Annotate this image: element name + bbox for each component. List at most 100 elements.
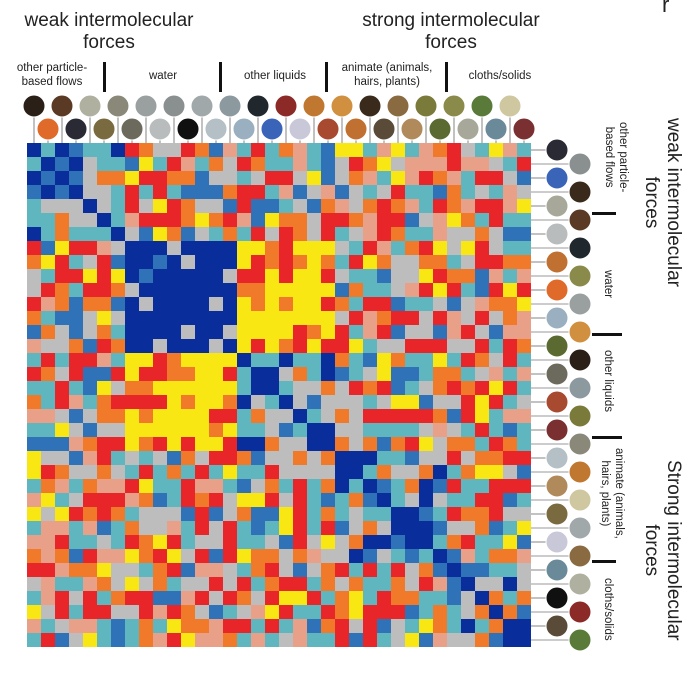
heatmap-cell [489,395,503,409]
heatmap-cell [97,465,111,479]
heatmap-cell [377,143,391,157]
heatmap-cell [293,171,307,185]
heatmap-cell [209,311,223,325]
heatmap-cell [349,521,363,535]
heatmap-cell [461,367,475,381]
heatmap-cell [335,493,349,507]
right-weak-title-line1: weak intermolecular [663,118,684,287]
heatmap-cell [153,283,167,297]
heatmap-cell [69,325,83,339]
heatmap-cell [69,185,83,199]
heatmap-cell [251,395,265,409]
heatmap-cell [167,381,181,395]
heatmap-cell [503,507,517,521]
heatmap-cell [83,171,97,185]
heatmap-cell [447,241,461,255]
heatmap-cell [489,577,503,591]
top-group-cloths-solids: cloths/solids [468,70,532,82]
top-group-water: water [148,70,178,82]
heatmap-cell [517,283,531,297]
heatmap-cell [69,199,83,213]
heatmap-cell [279,605,293,619]
heatmap-cell [237,325,251,339]
heatmap-cell [279,465,293,479]
heatmap-cell [69,479,83,493]
heatmap-cell [433,171,447,185]
heatmap-cell [419,269,433,283]
heatmap-cell [307,507,321,521]
heatmap-cell [321,325,335,339]
heatmap-cell [265,213,279,227]
heatmap-cell [377,199,391,213]
heatmap-cell [475,493,489,507]
heatmap-cell [153,325,167,339]
heatmap-cell [223,157,237,171]
heatmap-cell [363,381,377,395]
heatmap-cell [223,353,237,367]
heatmap-cell [223,479,237,493]
heatmap-cell [195,437,209,451]
heatmap-cell [461,199,475,213]
heatmap-cell [167,325,181,339]
heatmap-cell [83,367,97,381]
heatmap-cell [489,437,503,451]
heatmap-cell [377,339,391,353]
heatmap-cell [111,423,125,437]
heatmap-cell [377,479,391,493]
heatmap-cell [335,395,349,409]
heatmap-cell [251,269,265,283]
heatmap-cell [279,297,293,311]
heatmap-cell [55,367,69,381]
heatmap-cell [489,283,503,297]
heatmap-cell [27,521,41,535]
heatmap-cell [503,213,517,227]
heatmap-cell [461,241,475,255]
heatmap-cell [489,423,503,437]
heatmap-cell [237,381,251,395]
heatmap-cell [279,521,293,535]
heatmap-cell [209,577,223,591]
heatmap-cell [69,437,83,451]
heatmap-cell [363,255,377,269]
heatmap-cell [223,395,237,409]
heatmap-cell [377,241,391,255]
top-group-animate-line2: hairs, plants) [354,76,420,88]
heatmap-cell [223,507,237,521]
heatmap-cell [321,437,335,451]
heatmap-cell [55,199,69,213]
heatmap-cell [335,255,349,269]
heatmap-cell [195,255,209,269]
heatmap-cell [167,395,181,409]
heatmap-cell [475,549,489,563]
heatmap-cell [293,199,307,213]
heatmap-cell [503,171,517,185]
heatmap-cell [209,367,223,381]
heatmap-cell [97,521,111,535]
heatmap-cell [209,339,223,353]
top-weak-title-line2: forces [83,32,135,53]
heatmap-cell [153,493,167,507]
heatmap-cell [503,423,517,437]
heatmap-cell [335,605,349,619]
heatmap-cell [433,269,447,283]
heatmap-cell [475,171,489,185]
heatmap-cell [447,563,461,577]
heatmap-cell [517,633,531,647]
heatmap-cell [461,563,475,577]
heatmap-cell [419,367,433,381]
heatmap-cell [517,437,531,451]
heatmap-cell [363,479,377,493]
heatmap-cell [307,157,321,171]
heatmap-cell [41,549,55,563]
heatmap-cell [209,451,223,465]
heatmap-cell [461,325,475,339]
heatmap-cell [377,493,391,507]
heatmap-cell [195,577,209,591]
heatmap-cell [517,563,531,577]
heatmap-cell [377,381,391,395]
heatmap-cell [405,157,419,171]
heatmap-cell [377,185,391,199]
heatmap-cell [69,143,83,157]
heatmap-cell [517,549,531,563]
heatmap-cell [293,339,307,353]
